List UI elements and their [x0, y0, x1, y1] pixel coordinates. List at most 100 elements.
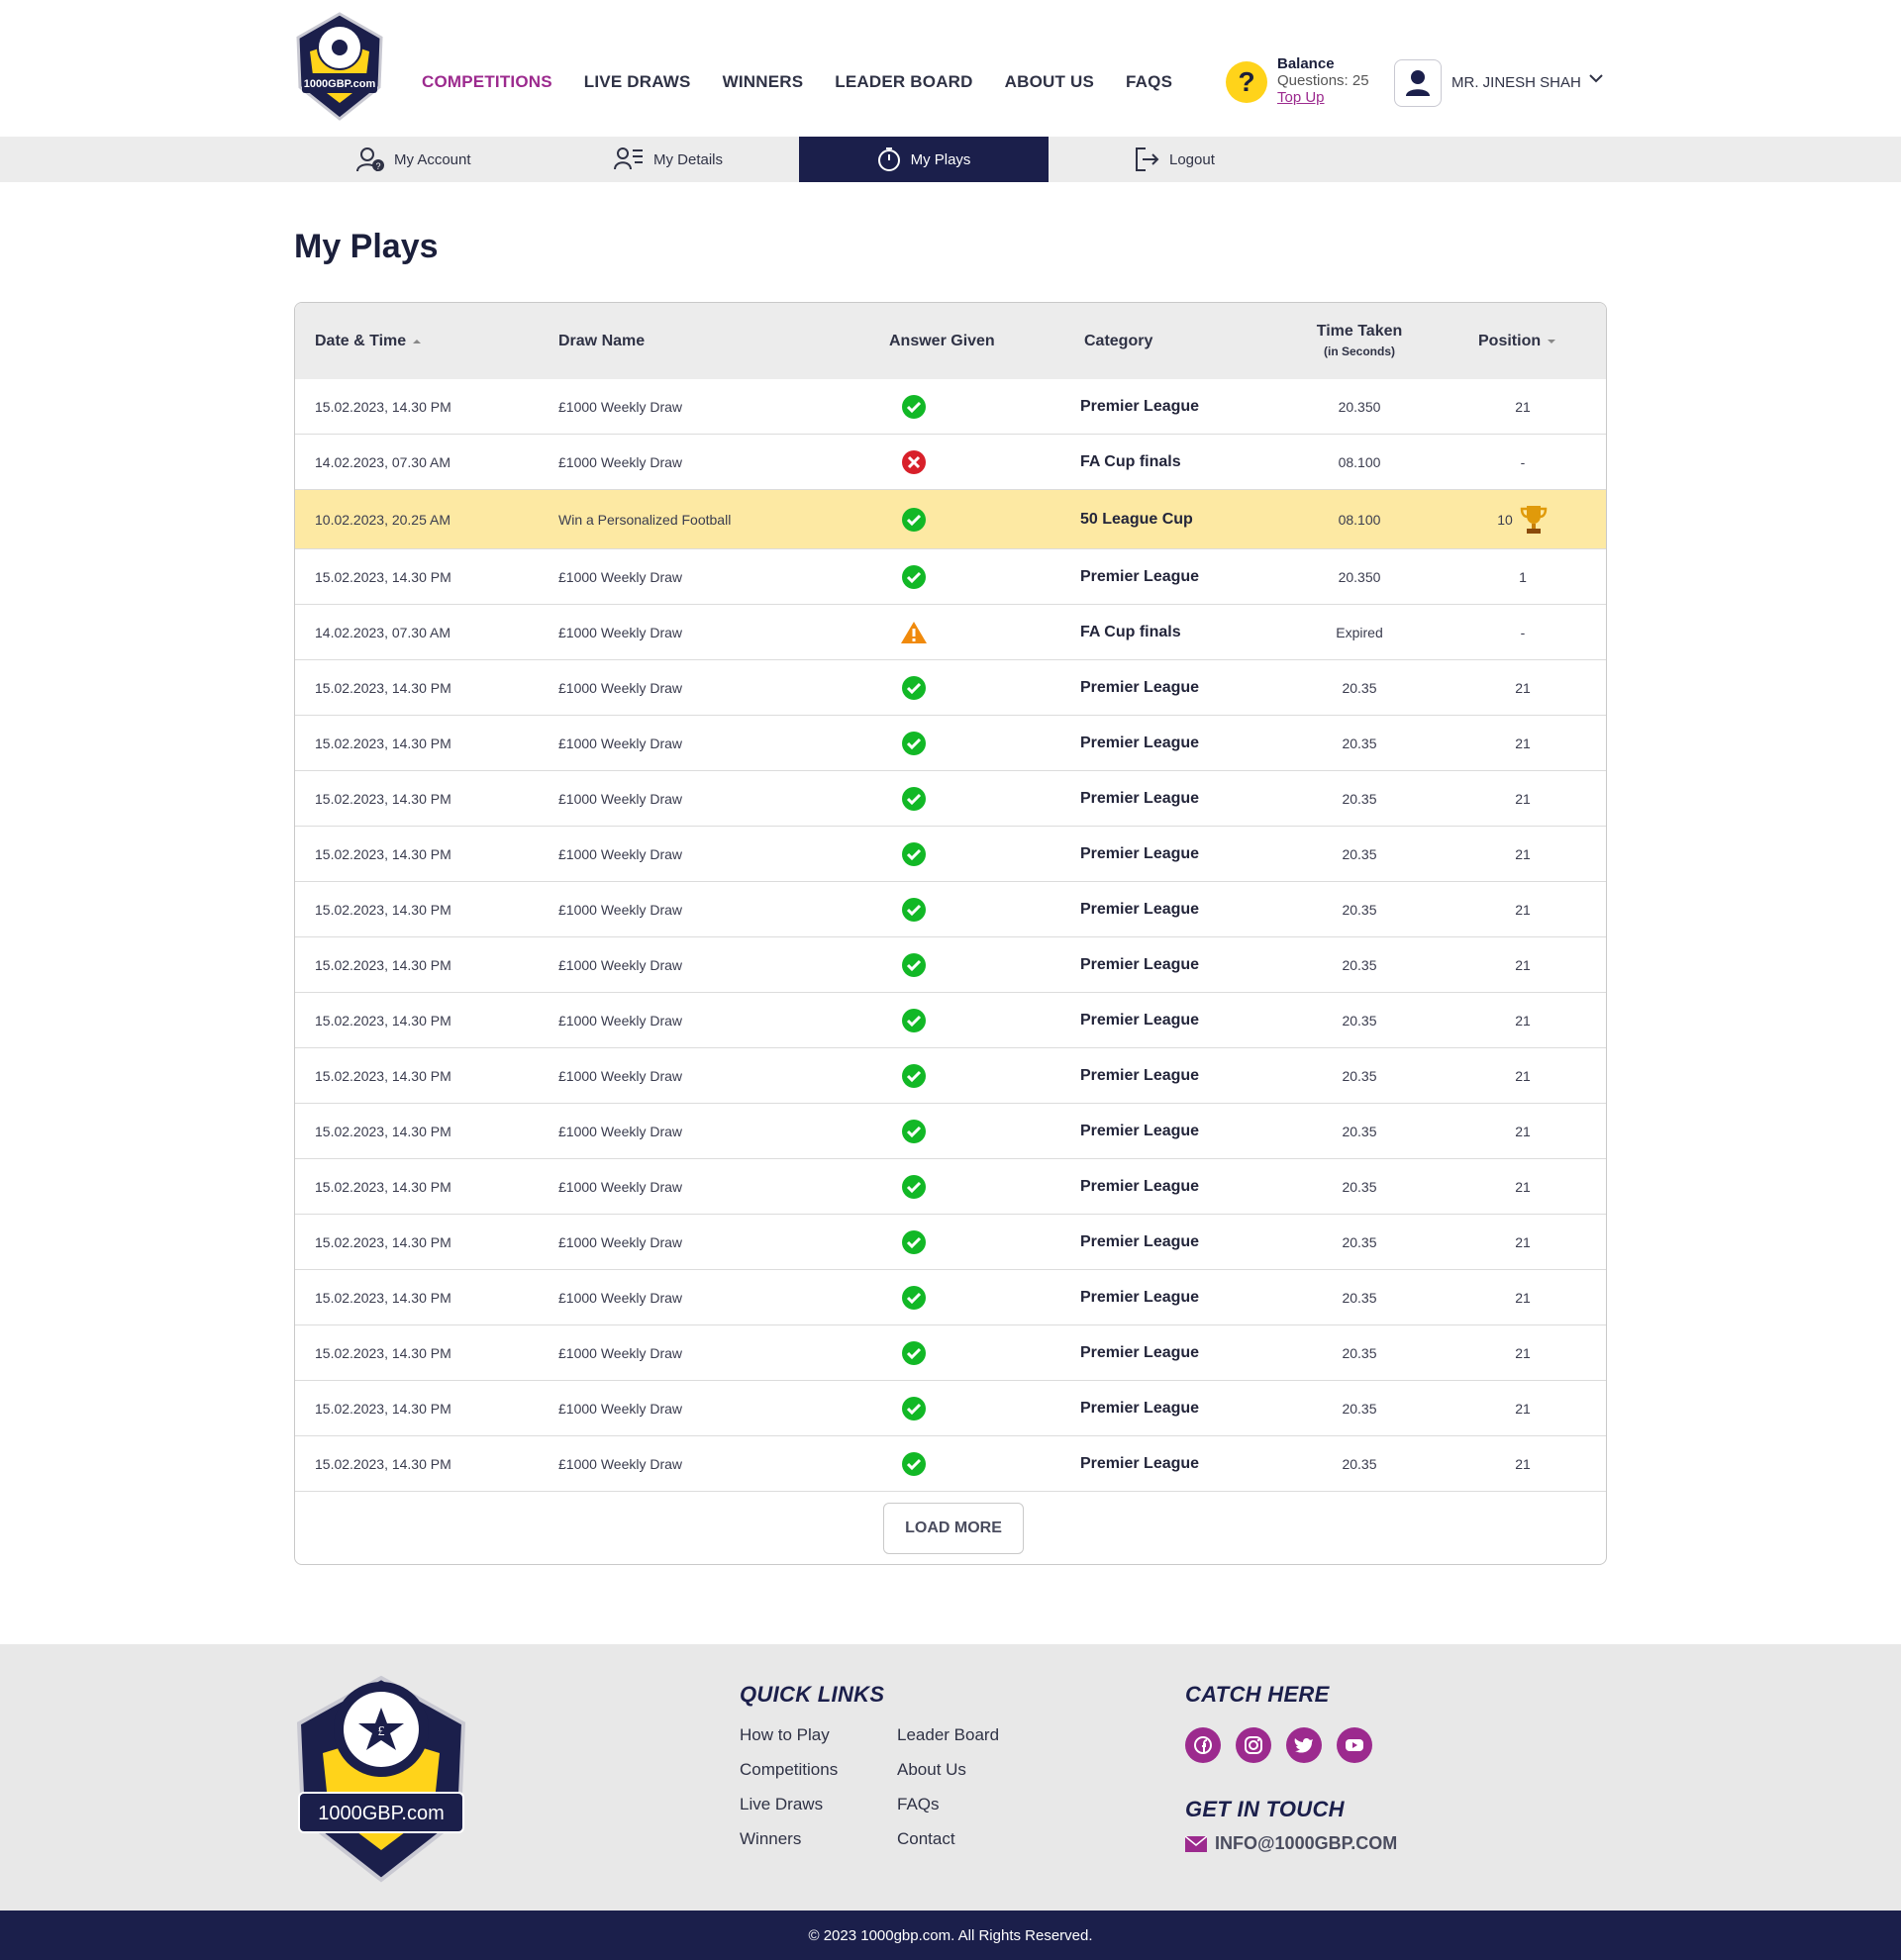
user-icon [1406, 70, 1430, 96]
footer-link-how-to-play[interactable]: How to Play [740, 1725, 830, 1744]
cell-date: 15.02.2023, 14.30 PM [315, 1012, 451, 1029]
svg-text:?: ? [375, 161, 380, 171]
nav-live-draws[interactable]: LIVE DRAWS [583, 72, 691, 91]
cell-position: 21 [1515, 1067, 1531, 1084]
copyright-text: © 2023 1000gbp.com. All Rights Reserved. [808, 1926, 1093, 1944]
chevron-down-icon[interactable] [1588, 72, 1604, 84]
tab-my-account-label: My Account [394, 150, 471, 168]
check-circle-icon [869, 1325, 958, 1380]
table-row: 10.02.2023, 20.25 AM Win a Personalized F… [295, 490, 1606, 549]
table-row: 14.02.2023, 07.30 AM £1000 Weekly Draw FA … [295, 435, 1606, 490]
cell-date: 15.02.2023, 14.30 PM [315, 1123, 451, 1139]
user-name[interactable]: MR. JINESH SHAH [1451, 74, 1581, 91]
cell-time-taken: 20.35 [1342, 679, 1377, 696]
check-circle-icon [869, 716, 958, 770]
header-time-taken: Time Taken (in Seconds) [1316, 322, 1403, 358]
facebook-icon[interactable] [1185, 1727, 1221, 1763]
footer-link-contact[interactable]: Contact [897, 1829, 955, 1848]
table-row: 15.02.2023, 14.30 PM £1000 Weekly Draw Pre… [295, 716, 1606, 771]
table-row: 15.02.2023, 14.30 PM £1000 Weekly Draw Pre… [295, 660, 1606, 716]
nav-faqs[interactable]: FAQS [1126, 72, 1173, 91]
cell-category: Premier League [1080, 1011, 1200, 1029]
cell-category: Premier League [1080, 567, 1200, 585]
cell-time-taken: 20.35 [1342, 956, 1377, 973]
cell-draw-name: £1000 Weekly Draw [558, 901, 683, 918]
cell-time-taken: 08.100 [1338, 511, 1381, 528]
cell-position: 21 [1515, 1178, 1531, 1195]
table-body: 15.02.2023, 14.30 PM £1000 Weekly Draw Pre… [295, 379, 1606, 1492]
logo-text: 1000GBP.com [304, 78, 376, 90]
header-date[interactable]: Date & Time [315, 303, 423, 379]
cell-date: 15.02.2023, 14.30 PM [315, 1178, 451, 1195]
instagram-icon[interactable] [1236, 1727, 1271, 1763]
cell-draw-name: £1000 Weekly Draw [558, 956, 683, 973]
footer-link-about-us[interactable]: About Us [897, 1760, 966, 1779]
nav-about-us[interactable]: ABOUT US [1004, 72, 1095, 91]
cell-position: 21 [1515, 1289, 1531, 1306]
youtube-icon[interactable] [1337, 1727, 1372, 1763]
check-circle-icon [869, 1436, 958, 1491]
cell-draw-name: £1000 Weekly Draw [558, 1123, 683, 1139]
table-row: 15.02.2023, 14.30 PM £1000 Weekly Draw Pre… [295, 1159, 1606, 1215]
nav-leader-board[interactable]: LEADER BOARD [835, 72, 973, 91]
sort-up-icon [413, 339, 422, 343]
cell-draw-name: £1000 Weekly Draw [558, 790, 683, 807]
site-footer: £ 1000GBP.com QUICK LINKS How to Play Co… [0, 1644, 1901, 1911]
sort-down-icon [1548, 339, 1556, 343]
cell-draw-name: £1000 Weekly Draw [558, 453, 683, 470]
header-answer-given: Answer Given [889, 332, 995, 349]
check-circle-icon [869, 660, 958, 715]
table-row: 15.02.2023, 14.30 PM £1000 Weekly Draw Pre… [295, 1381, 1606, 1436]
details-icon [614, 147, 643, 170]
cell-date: 14.02.2023, 07.30 AM [315, 453, 450, 470]
cell-position: 21 [1515, 956, 1531, 973]
cell-position: - [1520, 453, 1526, 470]
cell-position: 21 [1515, 398, 1531, 415]
footer-link-winners[interactable]: Winners [740, 1829, 802, 1848]
cell-category: 50 League Cup [1080, 510, 1193, 528]
balance-title: Balance [1277, 55, 1335, 72]
header-position[interactable]: Position [1478, 303, 1557, 379]
tab-my-plays[interactable]: My Plays [799, 137, 1049, 182]
table-row: 15.02.2023, 14.30 PM £1000 Weekly Draw Pre… [295, 771, 1606, 827]
nav-competitions[interactable]: COMPETITIONS [422, 72, 552, 91]
cell-time-taken: 20.35 [1342, 1178, 1377, 1195]
table-header: Date & Time Draw Name Answer Given Categ… [295, 303, 1606, 379]
footer-link-competitions[interactable]: Competitions [740, 1760, 839, 1779]
cell-date: 15.02.2023, 14.30 PM [315, 735, 451, 751]
cell-time-taken: 20.35 [1342, 1344, 1377, 1361]
table-row: 15.02.2023, 14.30 PM £1000 Weekly Draw Pre… [295, 1436, 1606, 1492]
cell-category: Premier League [1080, 397, 1200, 415]
tab-logout[interactable]: Logout [1134, 137, 1252, 182]
contact-email[interactable]: INFO@1000GBP.COM [1185, 1833, 1397, 1854]
question-icon: ? [1226, 61, 1267, 103]
tab-my-account[interactable]: ? My Account [356, 137, 495, 182]
cell-date: 15.02.2023, 14.30 PM [315, 901, 451, 918]
cell-category: Premier League [1080, 1066, 1200, 1084]
cell-draw-name: £1000 Weekly Draw [558, 1400, 683, 1417]
tab-my-details[interactable]: My Details [614, 137, 752, 182]
site-header: 1000GBP.com COMPETITIONS LIVE DRAWS WINN… [0, 0, 1901, 137]
twitter-icon[interactable] [1286, 1727, 1322, 1763]
nav-winners[interactable]: WINNERS [722, 72, 804, 91]
footer-link-live-draws[interactable]: Live Draws [740, 1795, 824, 1813]
site-logo[interactable]: 1000GBP.com [294, 12, 385, 123]
warning-icon [869, 605, 958, 659]
cell-date: 15.02.2023, 14.30 PM [315, 568, 451, 585]
user-avatar[interactable] [1394, 59, 1442, 107]
footer-link-leader-board[interactable]: Leader Board [897, 1725, 1000, 1744]
top-up-link[interactable]: Top Up [1277, 89, 1325, 106]
footer-link-faqs[interactable]: FAQs [897, 1795, 940, 1813]
cell-category: Premier League [1080, 734, 1200, 751]
get-in-touch-title: GET IN TOUCH [1185, 1797, 1345, 1821]
cell-time-taken: 20.35 [1342, 1067, 1377, 1084]
load-more-button[interactable]: LOAD MORE [883, 1503, 1024, 1554]
cell-position: 21 [1515, 1012, 1531, 1029]
cell-date: 14.02.2023, 07.30 AM [315, 624, 450, 640]
cell-time-taken: 20.35 [1342, 1123, 1377, 1139]
trophy-icon [1520, 505, 1548, 534]
footer-logo[interactable]: £ 1000GBP.com [293, 1674, 469, 1886]
table-row: 15.02.2023, 14.30 PM £1000 Weekly Draw Pre… [295, 827, 1606, 882]
cell-draw-name: £1000 Weekly Draw [558, 845, 683, 862]
check-circle-icon [869, 549, 958, 604]
